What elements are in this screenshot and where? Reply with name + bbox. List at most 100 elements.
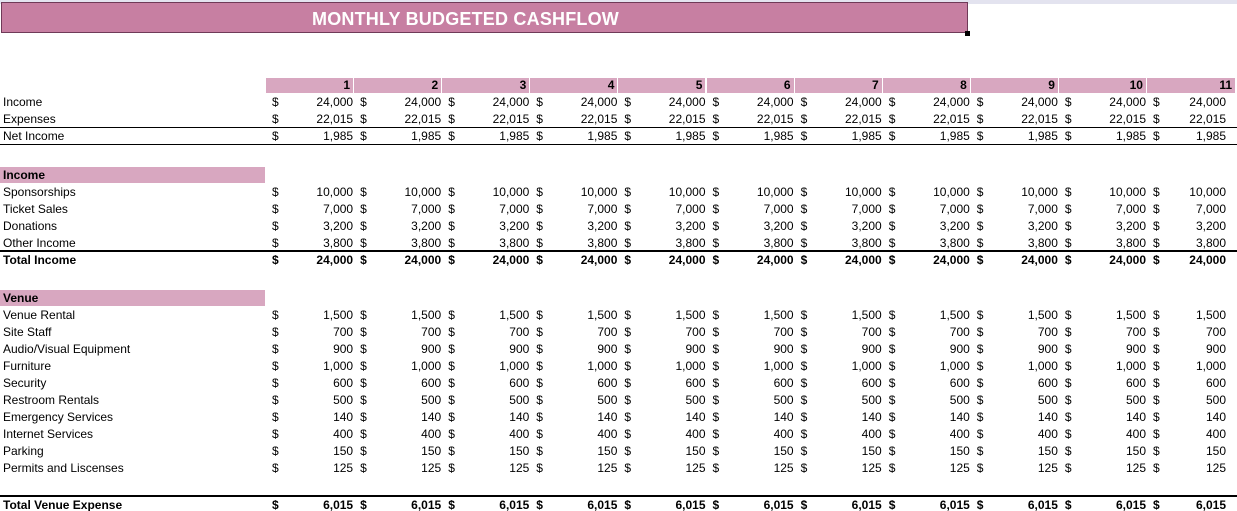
venue-row-value[interactable]: 400 xyxy=(509,427,530,441)
month-header-cell[interactable] xyxy=(1147,78,1235,93)
income-row-value[interactable]: 7,000 xyxy=(1195,202,1226,216)
venue-row-value[interactable]: 1,500 xyxy=(323,308,354,322)
venue-row-value[interactable]: 400 xyxy=(949,427,970,441)
venue-row-value[interactable]: 125 xyxy=(773,461,794,475)
venue-row-value[interactable]: 125 xyxy=(1205,461,1226,475)
venue-row-value[interactable]: 600 xyxy=(421,376,442,390)
summary-row-value[interactable]: 1,985 xyxy=(587,129,618,143)
venue-row-value[interactable]: 600 xyxy=(861,376,882,390)
income-row-value[interactable]: 7,000 xyxy=(939,202,970,216)
total-income-value[interactable]: 24,000 xyxy=(492,253,530,267)
venue-row-value[interactable]: 600 xyxy=(333,376,354,390)
income-row-value[interactable]: 3,800 xyxy=(1115,236,1146,250)
summary-row-value[interactable]: 1,985 xyxy=(499,129,530,143)
total-venue-value[interactable]: 6,015 xyxy=(1027,498,1058,511)
venue-row-value[interactable]: 400 xyxy=(861,427,882,441)
summary-row-value[interactable]: 22,015 xyxy=(844,112,882,126)
month-header-cell[interactable] xyxy=(706,78,794,93)
summary-row-value[interactable]: 1,985 xyxy=(1027,129,1058,143)
venue-row-value[interactable]: 900 xyxy=(421,342,442,356)
venue-row-value[interactable]: 140 xyxy=(949,410,970,424)
income-row-value[interactable]: 10,000 xyxy=(580,185,618,199)
income-row-value[interactable]: 3,200 xyxy=(411,219,442,233)
venue-row-value[interactable]: 500 xyxy=(1037,393,1058,407)
month-header-cell[interactable] xyxy=(882,78,970,93)
venue-row-value[interactable]: 140 xyxy=(1125,410,1146,424)
venue-row-value[interactable]: 140 xyxy=(333,410,354,424)
venue-row-value[interactable]: 125 xyxy=(597,461,618,475)
venue-row-value[interactable]: 500 xyxy=(861,393,882,407)
summary-row-value[interactable]: 24,000 xyxy=(316,95,354,109)
summary-row-value[interactable]: 24,000 xyxy=(404,95,442,109)
income-row-value[interactable]: 10,000 xyxy=(404,185,442,199)
venue-row-value[interactable]: 140 xyxy=(597,410,618,424)
total-venue-value[interactable]: 6,015 xyxy=(499,498,530,511)
total-venue-value[interactable]: 6,015 xyxy=(939,498,970,511)
venue-row-value[interactable]: 150 xyxy=(773,444,794,458)
income-row-value[interactable]: 3,200 xyxy=(851,219,882,233)
venue-row-value[interactable]: 150 xyxy=(1125,444,1146,458)
income-row-value[interactable]: 10,000 xyxy=(492,185,530,199)
venue-row-value[interactable]: 150 xyxy=(861,444,882,458)
venue-row-value[interactable]: 700 xyxy=(1205,325,1226,339)
summary-row-value[interactable]: 1,985 xyxy=(1195,129,1226,143)
venue-row-value[interactable]: 1,000 xyxy=(1115,359,1146,373)
summary-row-value[interactable]: 24,000 xyxy=(1189,95,1226,109)
summary-row-value[interactable]: 22,015 xyxy=(1021,112,1058,126)
venue-row-value[interactable]: 500 xyxy=(773,393,794,407)
venue-row-value[interactable]: 700 xyxy=(861,325,882,339)
month-header-cell[interactable] xyxy=(442,78,530,93)
venue-row-value[interactable]: 900 xyxy=(597,342,618,356)
income-row-value[interactable]: 3,200 xyxy=(1027,219,1058,233)
venue-row-value[interactable]: 1,500 xyxy=(499,308,530,322)
venue-row-value[interactable]: 1,500 xyxy=(851,308,882,322)
summary-row-value[interactable]: 22,015 xyxy=(404,112,442,126)
venue-row-value[interactable]: 1,000 xyxy=(1195,359,1226,373)
income-row-value[interactable]: 3,800 xyxy=(1195,236,1226,250)
summary-row-value[interactable]: 1,985 xyxy=(1115,129,1146,143)
month-header-cell[interactable] xyxy=(794,78,882,93)
summary-row-value[interactable]: 22,015 xyxy=(668,112,706,126)
venue-row-value[interactable]: 900 xyxy=(861,342,882,356)
income-row-value[interactable]: 3,800 xyxy=(1027,236,1058,250)
venue-row-value[interactable]: 1,000 xyxy=(1027,359,1058,373)
venue-row-value[interactable]: 400 xyxy=(597,427,618,441)
venue-row-value[interactable]: 500 xyxy=(333,393,354,407)
venue-row-value[interactable]: 500 xyxy=(949,393,970,407)
summary-row-value[interactable]: 1,985 xyxy=(763,129,794,143)
venue-row-value[interactable]: 1,500 xyxy=(1115,308,1146,322)
total-venue-value[interactable]: 6,015 xyxy=(763,498,794,511)
income-row-value[interactable]: 3,800 xyxy=(411,236,442,250)
income-row-value[interactable]: 7,000 xyxy=(587,202,618,216)
venue-row-value[interactable]: 600 xyxy=(597,376,618,390)
venue-row-value[interactable]: 400 xyxy=(1205,427,1226,441)
total-venue-value[interactable]: 6,015 xyxy=(323,498,354,511)
summary-row-value[interactable]: 1,985 xyxy=(411,129,442,143)
total-income-value[interactable]: 24,000 xyxy=(316,253,354,267)
venue-row-value[interactable]: 125 xyxy=(861,461,882,475)
venue-row-value[interactable]: 140 xyxy=(773,410,794,424)
summary-row-value[interactable]: 22,015 xyxy=(492,112,530,126)
title-banner[interactable]: MONTHLY BUDGETED CASHFLOW xyxy=(1,2,968,33)
venue-row-value[interactable]: 400 xyxy=(421,427,442,441)
venue-row-value[interactable]: 500 xyxy=(685,393,706,407)
venue-row-value[interactable]: 1,000 xyxy=(939,359,970,373)
summary-row-value[interactable]: 24,000 xyxy=(492,95,530,109)
summary-row-value[interactable]: 24,000 xyxy=(933,95,970,109)
month-header-cell[interactable] xyxy=(530,78,618,93)
venue-row-value[interactable]: 600 xyxy=(949,376,970,390)
venue-row-value[interactable]: 125 xyxy=(333,461,354,475)
income-row-value[interactable]: 3,800 xyxy=(851,236,882,250)
venue-row-value[interactable]: 700 xyxy=(773,325,794,339)
venue-row-value[interactable]: 125 xyxy=(685,461,706,475)
venue-row-value[interactable]: 125 xyxy=(1125,461,1146,475)
venue-row-value[interactable]: 150 xyxy=(685,444,706,458)
income-row-value[interactable]: 3,800 xyxy=(323,236,354,250)
income-row-value[interactable]: 10,000 xyxy=(933,185,970,199)
income-row-value[interactable]: 10,000 xyxy=(316,185,354,199)
total-income-value[interactable]: 24,000 xyxy=(404,253,442,267)
venue-row-value[interactable]: 700 xyxy=(1037,325,1058,339)
venue-row-value[interactable]: 140 xyxy=(1205,410,1226,424)
income-row-value[interactable]: 3,800 xyxy=(499,236,530,250)
